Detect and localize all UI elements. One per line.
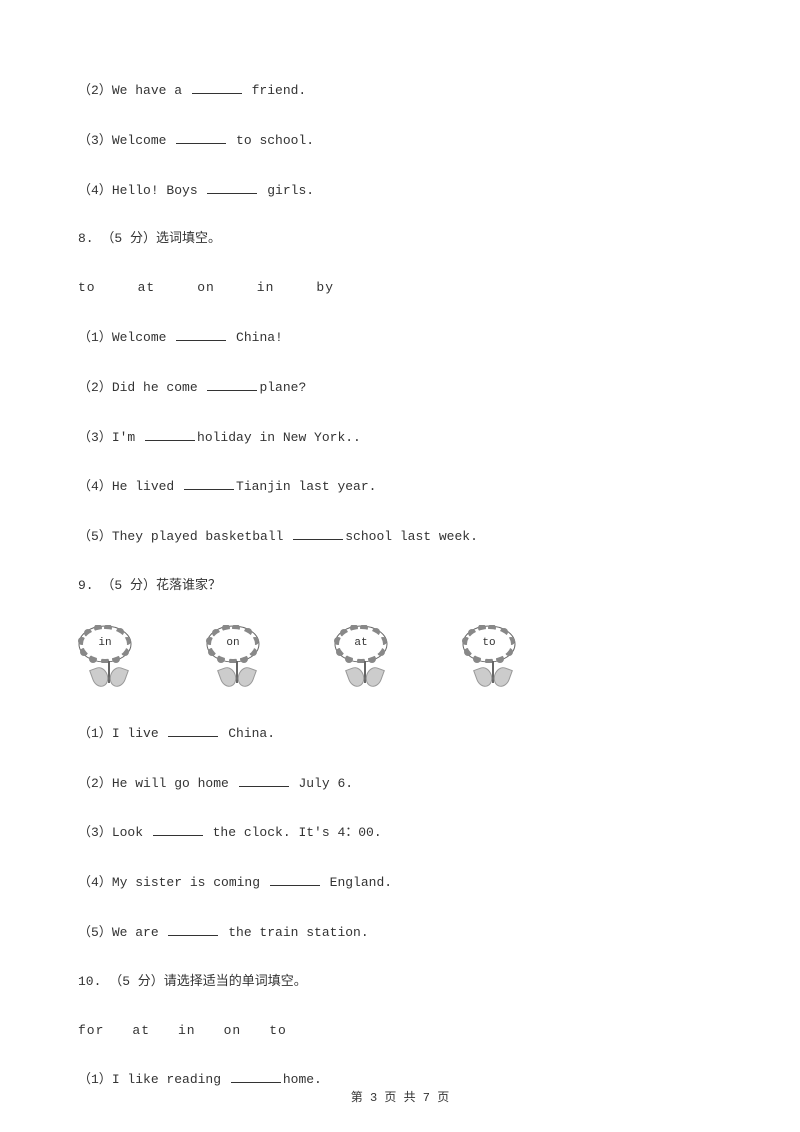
question-10: 10. （5 分）请选择适当的单词填空。 for at in on to （1）… bbox=[78, 972, 722, 1091]
blank-input[interactable] bbox=[293, 526, 343, 540]
item-before: I'm bbox=[112, 430, 143, 445]
flower-leaves-icon bbox=[92, 665, 126, 687]
flower-in: in bbox=[78, 625, 148, 695]
item-before: I live bbox=[112, 726, 167, 741]
item-num: （2） bbox=[78, 83, 112, 98]
item-after: China. bbox=[220, 726, 275, 741]
q8-word-bank: to at on in by bbox=[78, 278, 722, 299]
blank-input[interactable] bbox=[270, 872, 320, 886]
item-after: the clock. It's 4：00. bbox=[205, 825, 382, 840]
blank-input[interactable] bbox=[153, 822, 203, 836]
q10-header: 10. （5 分）请选择适当的单词填空。 bbox=[78, 972, 722, 993]
flower-row: in on bbox=[78, 625, 722, 695]
q7-item-3: （3）Welcome to school. bbox=[78, 130, 722, 152]
item-after: friend. bbox=[244, 83, 306, 98]
flower-at: at bbox=[334, 625, 404, 695]
q8-item-1: （1）Welcome China! bbox=[78, 327, 722, 349]
item-after: China! bbox=[228, 330, 283, 345]
item-num: （5） bbox=[78, 925, 112, 940]
item-before: He lived bbox=[112, 479, 182, 494]
blank-input[interactable] bbox=[176, 327, 226, 341]
blank-input[interactable] bbox=[184, 476, 234, 490]
item-after: July 6. bbox=[291, 776, 353, 791]
q9-item-4: （4）My sister is coming England. bbox=[78, 872, 722, 894]
item-after: Tianjin last year. bbox=[236, 479, 376, 494]
blank-input[interactable] bbox=[231, 1069, 281, 1083]
q9-item-5: （5）We are the train station. bbox=[78, 922, 722, 944]
item-num: （1） bbox=[78, 726, 112, 741]
q8-item-2: （2）Did he come plane? bbox=[78, 377, 722, 399]
item-before: He will go home bbox=[112, 776, 237, 791]
flower-label: at bbox=[339, 629, 383, 659]
item-num: （1） bbox=[78, 1072, 112, 1087]
item-num: （4） bbox=[78, 183, 112, 198]
item-before: They played basketball bbox=[112, 529, 291, 544]
q8-item-3: （3）I'm holiday in New York.. bbox=[78, 427, 722, 449]
item-before: Look bbox=[112, 825, 151, 840]
item-after: home. bbox=[283, 1072, 322, 1087]
blank-input[interactable] bbox=[176, 130, 226, 144]
blank-input[interactable] bbox=[168, 922, 218, 936]
flower-label: on bbox=[211, 629, 255, 659]
page-footer: 第 3 页 共 7 页 bbox=[0, 1089, 800, 1108]
q10-word-bank: for at in on to bbox=[78, 1021, 722, 1042]
question-9: 9. （5 分）花落谁家？ in bbox=[78, 576, 722, 944]
item-num: （5） bbox=[78, 529, 112, 544]
blank-input[interactable] bbox=[192, 80, 242, 94]
blank-input[interactable] bbox=[239, 773, 289, 787]
item-num: （3） bbox=[78, 825, 112, 840]
flower-on: on bbox=[206, 625, 276, 695]
item-before: Welcome bbox=[112, 133, 174, 148]
item-num: （1） bbox=[78, 330, 112, 345]
item-before: We are bbox=[112, 925, 167, 940]
item-num: （2） bbox=[78, 776, 112, 791]
item-before: Did he come bbox=[112, 380, 206, 395]
item-before: Welcome bbox=[112, 330, 174, 345]
q8-item-5: （5）They played basketball school last we… bbox=[78, 526, 722, 548]
q7-item-2: （2）We have a friend. bbox=[78, 80, 722, 102]
q9-item-3: （3）Look the clock. It's 4：00. bbox=[78, 822, 722, 844]
item-before: We have a bbox=[112, 83, 190, 98]
item-before: My sister is coming bbox=[112, 875, 268, 890]
blank-input[interactable] bbox=[207, 377, 257, 391]
q9-item-2: （2）He will go home July 6. bbox=[78, 773, 722, 795]
q9-item-1: （1）I live China. bbox=[78, 723, 722, 745]
blank-input[interactable] bbox=[168, 723, 218, 737]
item-num: （4） bbox=[78, 479, 112, 494]
item-before: Hello! Boys bbox=[112, 183, 206, 198]
item-after: girls. bbox=[259, 183, 314, 198]
flower-leaves-icon bbox=[476, 665, 510, 687]
item-after: school last week. bbox=[345, 529, 478, 544]
item-after: to school. bbox=[228, 133, 314, 148]
flower-leaves-icon bbox=[348, 665, 382, 687]
flower-leaves-icon bbox=[220, 665, 254, 687]
item-num: （4） bbox=[78, 875, 112, 890]
item-after: holiday in New York.. bbox=[197, 430, 361, 445]
flower-label: to bbox=[467, 629, 511, 659]
item-num: （3） bbox=[78, 430, 112, 445]
flower-label: in bbox=[83, 629, 127, 659]
item-num: （2） bbox=[78, 380, 112, 395]
blank-input[interactable] bbox=[207, 180, 257, 194]
item-after: plane? bbox=[259, 380, 306, 395]
flower-to: to bbox=[462, 625, 532, 695]
item-after: England. bbox=[322, 875, 392, 890]
q9-header: 9. （5 分）花落谁家？ bbox=[78, 576, 722, 597]
q7-item-4: （4）Hello! Boys girls. bbox=[78, 180, 722, 202]
item-num: （3） bbox=[78, 133, 112, 148]
question-7-continuation: （2）We have a friend. （3）Welcome to schoo… bbox=[78, 80, 722, 201]
blank-input[interactable] bbox=[145, 427, 195, 441]
question-8: 8. （5 分）选词填空。 to at on in by （1）Welcome … bbox=[78, 229, 722, 548]
q8-item-4: （4）He lived Tianjin last year. bbox=[78, 476, 722, 498]
q8-header: 8. （5 分）选词填空。 bbox=[78, 229, 722, 250]
item-before: I like reading bbox=[112, 1072, 229, 1087]
item-after: the train station. bbox=[220, 925, 368, 940]
